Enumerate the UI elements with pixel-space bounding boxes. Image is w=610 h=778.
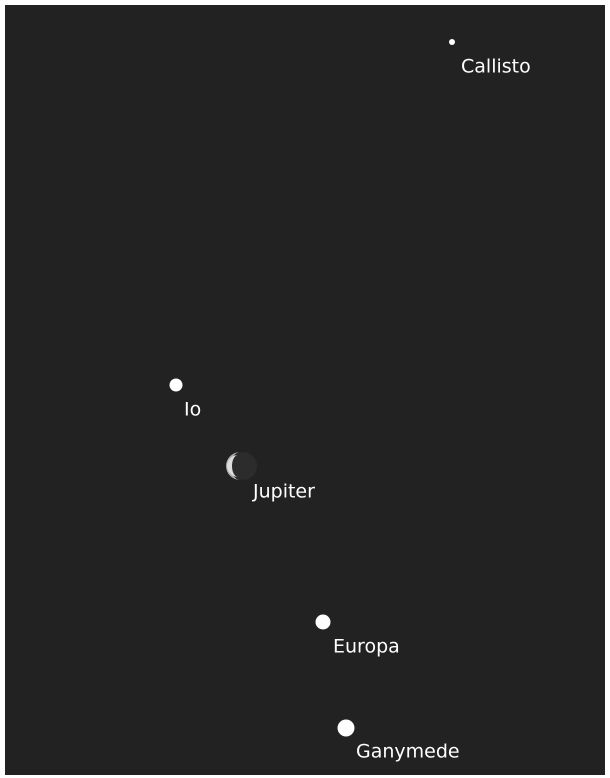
page: Callisto Io Jupiter Europa Ganymede (() … bbox=[0, 0, 610, 778]
callisto-marker[interactable] bbox=[449, 39, 455, 45]
jupiter-marker[interactable] bbox=[226, 452, 257, 480]
io-label: Io bbox=[184, 399, 201, 421]
europa-label: Europa bbox=[333, 636, 400, 658]
ganymede-label: Ganymede bbox=[356, 741, 460, 763]
sky-view: Callisto Io Jupiter Europa Ganymede bbox=[0, 0, 610, 778]
io-marker[interactable] bbox=[170, 379, 183, 392]
sky-background bbox=[5, 5, 605, 775]
ganymede-marker[interactable] bbox=[338, 720, 355, 737]
jupiter-label: Jupiter bbox=[252, 481, 315, 503]
europa-marker[interactable] bbox=[316, 615, 331, 630]
callisto-label: Callisto bbox=[461, 56, 531, 78]
